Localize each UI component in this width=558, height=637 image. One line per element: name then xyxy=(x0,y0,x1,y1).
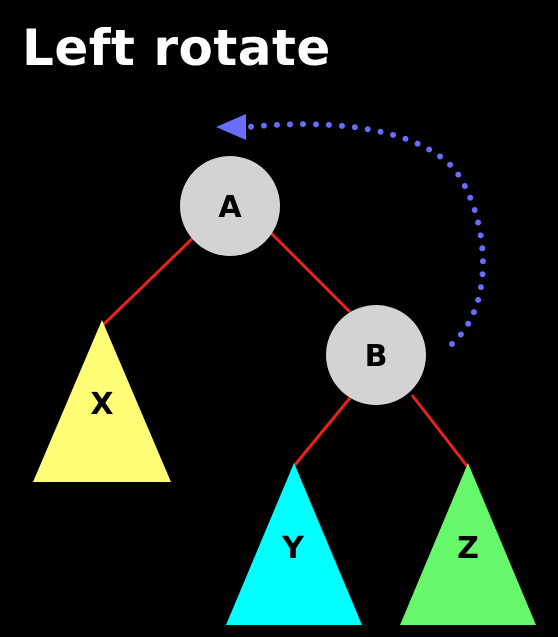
node-a-label: A xyxy=(218,190,242,225)
edge-a-x xyxy=(101,234,197,327)
subtree-z-label: Z xyxy=(457,531,479,566)
subtree-x-triangle xyxy=(33,320,171,482)
edge-b-z xyxy=(410,394,469,467)
node-b-circle xyxy=(326,305,426,405)
subtree-y-label: Y xyxy=(281,531,305,566)
rotation-arrowhead-icon xyxy=(216,114,246,140)
node-a-circle xyxy=(180,156,280,256)
rotation-arrow-icon xyxy=(216,114,486,347)
node-b-label: B xyxy=(365,339,388,374)
rotation-arrow-path xyxy=(245,121,486,347)
subtree-z-triangle xyxy=(400,463,536,625)
subtree-y-triangle xyxy=(226,463,362,625)
page-title: Left rotate xyxy=(22,19,331,77)
edge-b-y xyxy=(292,397,352,467)
subtree-x-label: X xyxy=(90,387,113,422)
edge-a-b xyxy=(268,230,352,314)
